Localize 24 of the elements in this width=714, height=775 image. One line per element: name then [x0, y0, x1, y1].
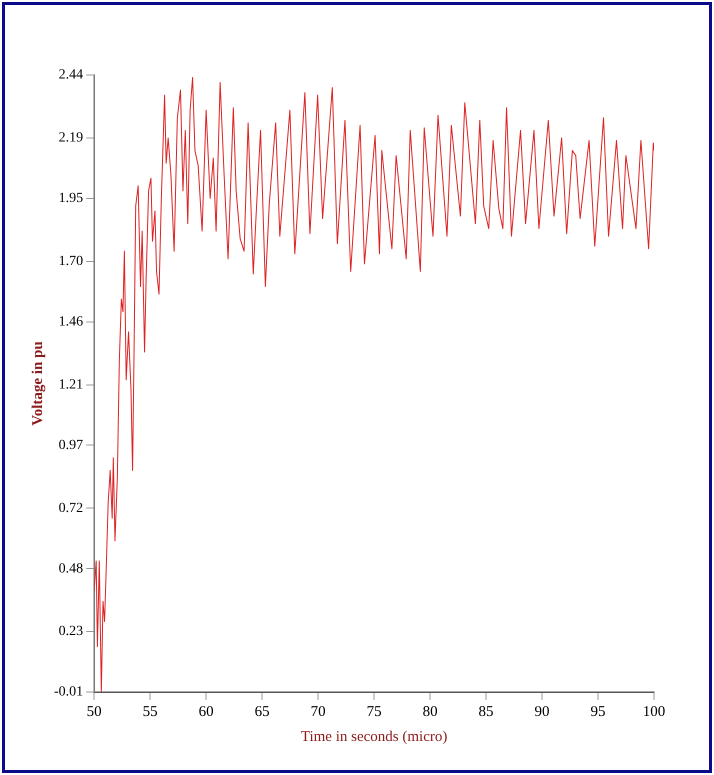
x-tick-label: 65	[254, 704, 270, 720]
y-tick-label: 1.70	[58, 254, 84, 270]
y-tick-label: 1.21	[58, 377, 84, 392]
y-tick-label: 1.95	[58, 191, 84, 206]
x-tick-label: 90	[534, 704, 550, 720]
y-tick-label: 0.72	[58, 500, 84, 516]
y-tick-label: 1.46	[58, 314, 84, 330]
y-tick-label: 0.97	[58, 438, 84, 453]
x-tick-label: 55	[142, 704, 158, 720]
y-tick-label: 2.19	[58, 130, 84, 146]
x-tick-label: 75	[366, 704, 382, 720]
y-axis-title: Voltage in pu	[30, 341, 46, 426]
y-tick-label: -0.01	[54, 684, 84, 700]
x-tick-label: 60	[198, 704, 214, 720]
x-tick-label: 100	[642, 704, 666, 720]
x-tick-label: 70	[310, 704, 326, 720]
y-tick-label: 0.23	[58, 624, 84, 640]
x-tick-label: 85	[478, 704, 494, 720]
x-axis-title: Time in seconds (micro)	[300, 728, 448, 745]
y-tick-label: 0.48	[58, 561, 84, 576]
x-tick-label: 80	[422, 704, 438, 720]
y-tick-label: 2.44	[58, 68, 84, 83]
x-tick-label: 50	[86, 704, 102, 720]
x-tick-label: 95	[590, 704, 606, 720]
